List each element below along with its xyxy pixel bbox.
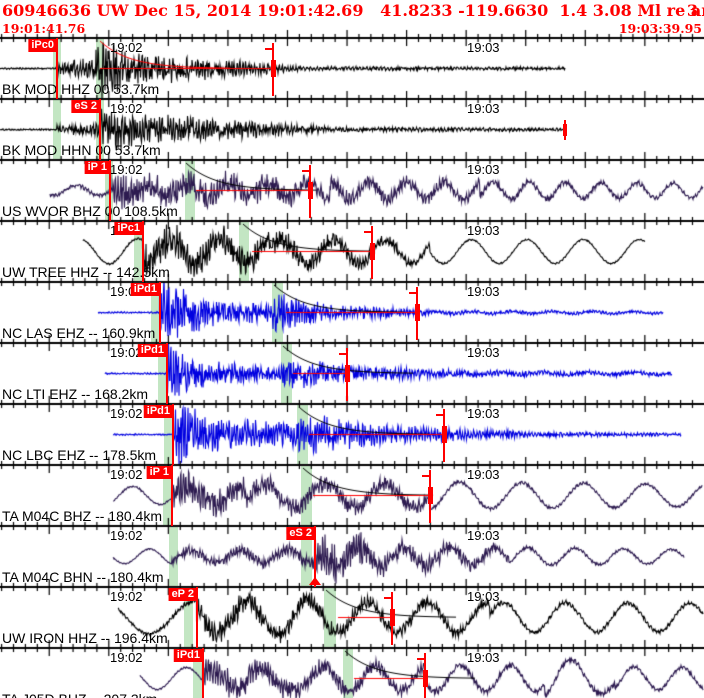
time-tick-label: 19:02 xyxy=(110,467,143,482)
coda-bar xyxy=(389,609,395,626)
time-tick-label: 19:03 xyxy=(467,162,500,177)
pick-flag[interactable]: iPd1 xyxy=(130,283,160,296)
station-channel-label: UW TREE HHZ -- 142.5km xyxy=(2,264,170,280)
coda-bar xyxy=(422,670,428,687)
time-tick-label: 19:02 xyxy=(110,162,143,177)
coda-bar xyxy=(270,60,276,77)
coda-whisker xyxy=(384,597,392,599)
station-channel-label: TA M04C BHZ -- 180.4km xyxy=(2,508,163,524)
coda-bar xyxy=(344,365,350,382)
time-tick-label: 19:03 xyxy=(467,345,500,360)
pick-flag[interactable]: eP 2 xyxy=(168,588,197,601)
time-tick-label: 19:03 xyxy=(467,284,500,299)
time-tick-label: 19:03 xyxy=(467,101,500,116)
coda-whisker xyxy=(417,658,425,660)
coda-whisker xyxy=(265,48,273,50)
event-header: 60946636 UW Dec 15, 2014 19:01:42.69 41.… xyxy=(2,1,704,20)
coda-bar xyxy=(441,426,447,443)
time-tick-label: 19:03 xyxy=(467,589,500,604)
window-end-time: 19:03:39.95 xyxy=(618,21,702,36)
station-channel-label: TA M04C BHN -- 180.4km xyxy=(2,569,164,585)
pick-marker-line[interactable] xyxy=(109,160,111,221)
station-channel-label: UW IRON HHZ -- 196.4km xyxy=(2,630,168,646)
pick-marker-line[interactable] xyxy=(142,221,144,282)
station-channel-label: BK MOD HHZ 00 53.7km xyxy=(2,81,160,97)
coda-whisker xyxy=(422,475,430,477)
coda-whisker xyxy=(409,292,417,294)
station-channel-label: BK MOD HHN 00 53.7km xyxy=(2,142,161,158)
s-pick-triangle[interactable] xyxy=(309,577,321,585)
station-channel-label: US WVOR BHZ 00 108.5km xyxy=(2,203,178,219)
coda-whisker xyxy=(436,414,444,416)
time-tick-label: 19:02 xyxy=(110,345,143,360)
pick-flag[interactable]: eS 2 xyxy=(71,100,100,113)
station-channel-label: NC LTI EHZ -- 168.2km xyxy=(2,386,148,402)
station-channel-label: NC LAS EHZ -- 160.9km xyxy=(2,325,156,341)
event-header-flag: 3 xyxy=(686,1,698,20)
time-tick-label: 19:02 xyxy=(110,101,143,116)
station-channel-label: TA J05D BHZ -- 207.3km xyxy=(2,691,157,698)
time-tick-label: 19:03 xyxy=(467,528,500,543)
pick-marker-line[interactable] xyxy=(172,404,174,465)
pick-marker-line[interactable] xyxy=(99,99,101,160)
pick-marker-line[interactable] xyxy=(159,282,161,343)
pick-flag[interactable]: iP 1 xyxy=(146,466,172,479)
coda-whisker xyxy=(339,353,347,355)
time-tick-label: 19:02 xyxy=(110,650,143,665)
time-tick-label: 19:03 xyxy=(467,467,500,482)
pick-marker-line[interactable] xyxy=(166,343,168,404)
time-tick-label: 19:03 xyxy=(467,40,500,55)
coda-whisker xyxy=(364,231,372,233)
pick-flag[interactable]: iPd1 xyxy=(173,649,203,662)
time-tick-label: 19:03 xyxy=(467,650,500,665)
pick-flag[interactable]: iPc1 xyxy=(114,222,143,235)
pick-marker-line[interactable] xyxy=(171,465,173,526)
coda-bar xyxy=(427,487,433,504)
pick-flag[interactable]: iPd1 xyxy=(137,344,167,357)
time-tick-label: 19:03 xyxy=(467,223,500,238)
time-tick-label: 19:03 xyxy=(467,406,500,421)
coda-bar xyxy=(307,182,313,199)
coda-bar xyxy=(563,123,567,136)
pick-marker-line[interactable] xyxy=(56,38,58,99)
pick-flag[interactable]: iPc0 xyxy=(28,39,57,52)
pick-flag[interactable]: eS 2 xyxy=(286,527,315,540)
time-tick-label: 19:02 xyxy=(110,589,143,604)
pick-marker-line[interactable] xyxy=(196,587,198,648)
window-start-time: 19:01:41.76 xyxy=(2,21,86,36)
time-tick-label: 19:02 xyxy=(110,40,143,55)
coda-whisker xyxy=(302,170,310,172)
coda-bar xyxy=(369,243,375,260)
pick-marker-line[interactable] xyxy=(314,526,316,587)
time-tick-label: 19:02 xyxy=(110,528,143,543)
time-tick-label: 19:02 xyxy=(110,406,143,421)
pick-flag[interactable]: iP 1 xyxy=(84,161,110,174)
pick-flag[interactable]: iPd1 xyxy=(143,405,173,418)
pick-marker-line[interactable] xyxy=(202,648,204,698)
coda-bar xyxy=(414,304,420,321)
station-channel-label: NC LBC EHZ -- 178.5km xyxy=(2,447,157,463)
